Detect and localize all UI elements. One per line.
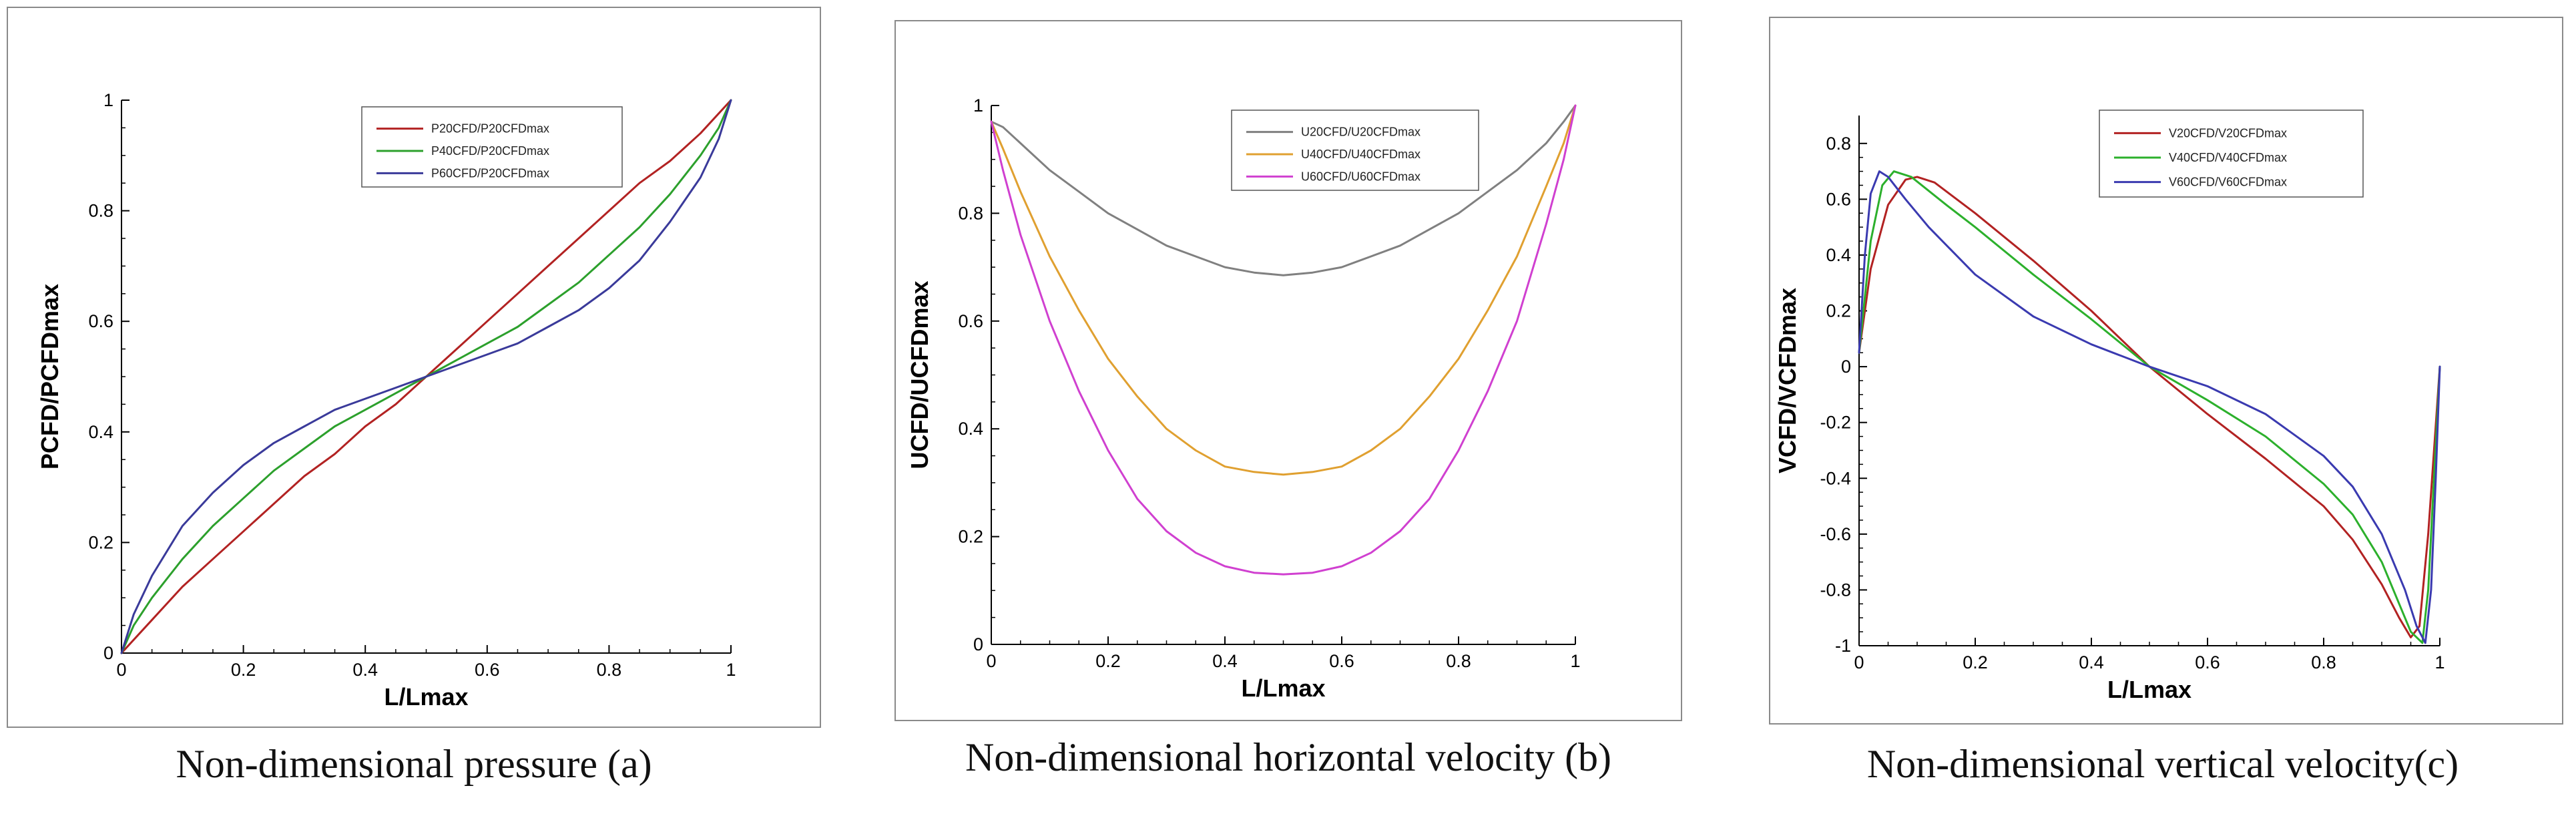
x-tick-label: 1 [1570,651,1580,671]
y-tick-label: 0.2 [1826,301,1851,321]
y-tick-label: 0.4 [958,419,983,439]
series-line-3 [1858,170,2441,644]
x-tick-label: 1 [2434,652,2444,672]
y-tick-label: 0 [103,643,113,663]
chart-a-caption: Non-dimensional pressure (a) [176,742,652,786]
series-line-3 [990,104,1577,576]
x-tick-label: 0.6 [2195,652,2220,672]
chart-c-svg: 0 0.2 0.4 0.6 0.8 1 -1 -0.8 -0.6 -0.4 -0.2 0 0.2 0.4 0… [1774,110,2445,703]
y-tick-label: 0.6 [1826,189,1851,209]
x-tick-label: 0.6 [475,660,500,680]
series-line-3 [120,99,732,654]
x-tick-label: 0.2 [1963,652,1988,672]
legend-label-3: V60CFD/V60CFDmax [2169,176,2287,189]
legend-label-2: V40CFD/V40CFDmax [2169,151,2287,164]
y-tick-label: 0.6 [958,311,983,331]
series-line-2 [1858,170,2441,644]
x-tick-label: 0 [1854,652,1864,672]
y-tick-label: 1 [973,95,983,116]
y-tick-label: 0.2 [88,532,113,552]
x-axis-title: L/Lmax [2107,676,2192,703]
y-tick-label: -0.8 [1820,580,1851,600]
y-tick-label: 1 [103,90,113,110]
y-tick-label: 0.8 [958,203,983,223]
chart-c-caption: Non-dimensional vertical velocity(c) [1866,742,2459,786]
y-tick-label: 0.8 [88,201,113,221]
y-tick-label: 0 [973,634,983,654]
x-axis-title: L/Lmax [384,683,468,710]
legend-label-3: P60CFD/P20CFDmax [431,166,549,180]
x-tick-label: 0.4 [2079,652,2104,672]
chart-b-caption: Non-dimensional horizontal velocity (b) [965,735,1612,779]
y-tick-label: 0.4 [1826,245,1851,265]
x-tick-label: 0.2 [231,660,256,680]
x-axis-title: L/Lmax [1241,674,1325,702]
y-tick-label: 0 [1841,357,1851,377]
x-tick-label: 0.2 [1095,651,1121,671]
y-tick-label: 0.2 [958,527,983,547]
x-tick-label: 0.8 [597,660,622,680]
x-tick-label: 0 [986,651,996,671]
x-tick-label: 0.8 [1446,651,1471,671]
x-tick-label: 0.6 [1329,651,1354,671]
chart-b-svg: 0 0.2 0.4 0.6 0.8 1 0 0.2 0.4 0.6 0.8 1 L/Lmax UCFD/U… [906,95,1581,702]
y-tick-label: 0.4 [88,422,113,442]
x-tick-label: 0.8 [2311,652,2336,672]
y-tick-label: -0.4 [1820,468,1851,488]
legend-label-1: P20CFD/P20CFDmax [431,122,549,136]
y-tick-label: 0.6 [88,311,113,331]
x-tick-label: 1 [726,660,736,680]
x-tick-label: 0.4 [1212,651,1238,671]
legend-label-2: U40CFD/U40CFDmax [1301,148,1421,161]
series-line-1 [1858,176,2441,638]
y-tick-label: 0.8 [1826,134,1851,154]
x-tick-label: 0 [116,660,126,680]
y-tick-label: -0.6 [1820,524,1851,544]
y-tick-label: -0.2 [1820,413,1851,433]
legend-label-1: V20CFD/V20CFDmax [2169,126,2287,140]
y-axis-title: VCFD/VCFDmax [1774,288,1801,473]
y-tick-label: -1 [1835,636,1851,656]
chart-a-svg: 0 0.2 0.4 0.6 0.8 1 0 0.2 0.4 0.6 0.8 1 L/Lmax PCFD/P… [36,90,736,710]
y-axis-title: UCFD/UCFDmax [906,280,933,469]
series-line-2 [990,104,1577,476]
legend-label-1: U20CFD/U20CFDmax [1301,126,1421,139]
series-line-1 [990,104,1577,276]
legend-label-2: P40CFD/P20CFDmax [431,144,549,158]
x-tick-label: 0.4 [352,660,378,680]
y-axis-title: PCFD/PCFDmax [36,284,63,469]
legend-label-3: U60CFD/U60CFDmax [1301,170,1421,183]
